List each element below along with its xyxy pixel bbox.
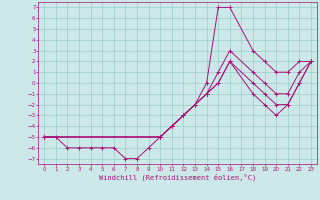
X-axis label: Windchill (Refroidissement éolien,°C): Windchill (Refroidissement éolien,°C): [99, 173, 256, 181]
